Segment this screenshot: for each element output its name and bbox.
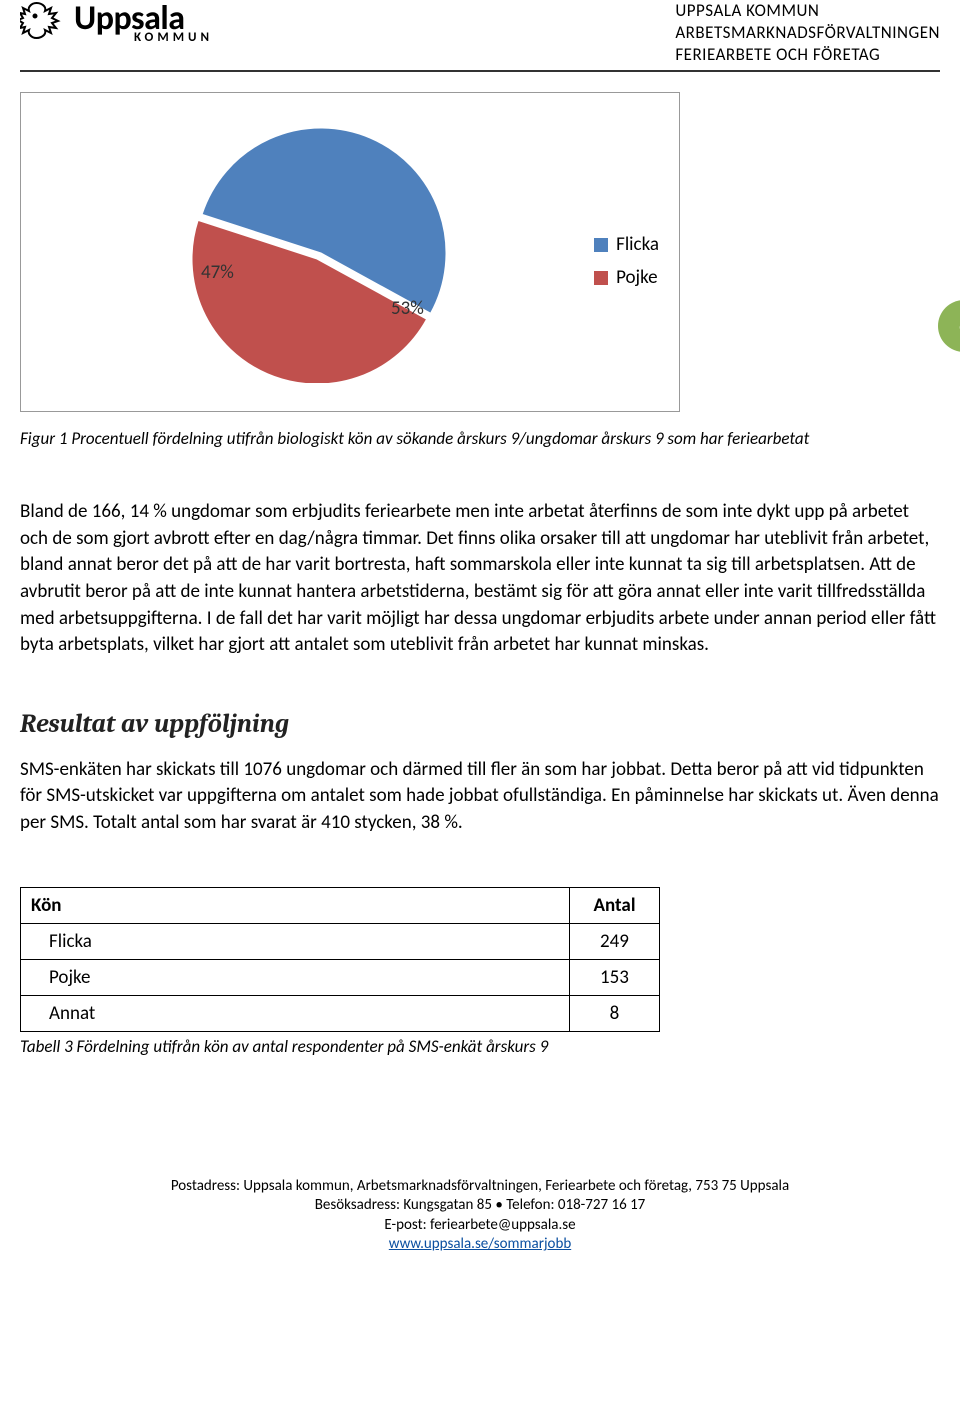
page-header: Uppsala KOMMUN UPPSALA KOMMUN ARBETSMARK… <box>20 0 940 72</box>
lion-icon <box>20 0 68 48</box>
table-kon-antal: Kön Antal Flicka249Pojke153Annat8 <box>20 887 660 1032</box>
table-header-kon: Kön <box>21 887 570 923</box>
table-cell-label: Flicka <box>21 923 570 959</box>
footer-line-3: E-post: feriearbete@uppsala.se <box>20 1216 940 1236</box>
page-footer: Postadress: Uppsala kommun, Arbetsmarkna… <box>20 1177 940 1255</box>
legend-item-flicka: Flicka <box>594 233 659 256</box>
table-row: Annat8 <box>21 995 660 1031</box>
figure-1-caption: Figur 1 Procentuell fördelning utifrån b… <box>20 428 940 449</box>
legend-swatch-pojke <box>594 271 608 285</box>
table-cell-value: 8 <box>570 995 660 1031</box>
legend-label-flicka: Flicka <box>616 233 659 256</box>
pie-pct-label-flicka: 53% <box>391 297 424 320</box>
subheading-resultat: Resultat av uppföljning <box>20 709 940 739</box>
paragraph-1: Bland de 166, 14 % ungdomar som erbjudit… <box>20 499 940 659</box>
legend-label-pojke: Pojke <box>616 266 657 289</box>
table-row: Pojke153 <box>21 959 660 995</box>
footer-line-1: Postadress: Uppsala kommun, Arbetsmarkna… <box>20 1177 940 1197</box>
header-line-1: UPPSALA KOMMUN <box>675 0 940 22</box>
pie-chart: 47% 53% <box>191 123 451 383</box>
pie-chart-frame: 47% 53% Flicka Pojke <box>20 92 680 412</box>
table-cell-value: 249 <box>570 923 660 959</box>
logo: Uppsala KOMMUN <box>20 0 213 48</box>
table-cell-value: 153 <box>570 959 660 995</box>
page-number-badge: 6 <box>938 300 960 352</box>
table-header-row: Kön Antal <box>21 887 660 923</box>
legend-item-pojke: Pojke <box>594 266 659 289</box>
table-header-antal: Antal <box>570 887 660 923</box>
footer-link[interactable]: www.uppsala.se/sommarjobb <box>389 1235 571 1253</box>
table-3-caption: Tabell 3 Fördelning utifrån kön av antal… <box>20 1036 940 1057</box>
table-row: Flicka249 <box>21 923 660 959</box>
legend-swatch-flicka <box>594 238 608 252</box>
paragraph-2: SMS-enkäten har skickats till 1076 ungdo… <box>20 757 940 837</box>
table-cell-label: Annat <box>21 995 570 1031</box>
logo-text-kommun: KOMMUN <box>134 32 213 44</box>
header-line-2: ARBETSMARKNADSFÖRVALTNINGEN <box>675 22 940 44</box>
header-org-lines: UPPSALA KOMMUN ARBETSMARKNADSFÖRVALTNING… <box>415 0 940 66</box>
table-cell-label: Pojke <box>21 959 570 995</box>
pie-legend: Flicka Pojke <box>594 233 659 299</box>
footer-line-2: Besöksadress: Kungsgatan 85 • Telefon: 0… <box>20 1196 940 1216</box>
header-line-3: FERIEARBETE OCH FÖRETAG <box>675 44 940 66</box>
pie-pct-label-pojke: 47% <box>201 261 234 284</box>
